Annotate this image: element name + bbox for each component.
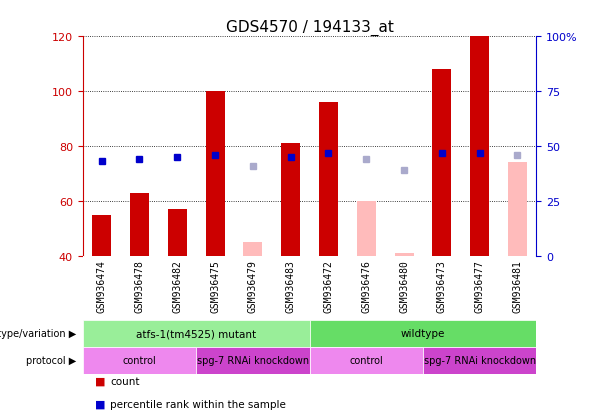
Bar — [205, 92, 224, 256]
Text: GSM936481: GSM936481 — [512, 259, 522, 312]
Text: control: control — [123, 355, 156, 366]
Text: GSM936483: GSM936483 — [286, 259, 295, 312]
Bar — [83, 347, 196, 374]
Bar — [196, 347, 310, 374]
Text: GSM936473: GSM936473 — [437, 259, 447, 312]
Text: percentile rank within the sample: percentile rank within the sample — [110, 399, 286, 408]
Text: protocol ▶: protocol ▶ — [26, 355, 77, 366]
Bar — [281, 144, 300, 256]
Text: genotype/variation ▶: genotype/variation ▶ — [0, 328, 77, 339]
Text: spg-7 RNAi knockdown: spg-7 RNAi knockdown — [197, 355, 309, 366]
Text: GSM936475: GSM936475 — [210, 259, 220, 312]
Text: GSM936476: GSM936476 — [361, 259, 371, 312]
Text: GSM936482: GSM936482 — [172, 259, 182, 312]
Bar — [243, 242, 262, 256]
Bar — [168, 209, 187, 256]
Text: spg-7 RNAi knockdown: spg-7 RNAi knockdown — [424, 355, 536, 366]
Bar — [310, 347, 423, 374]
Text: GSM936479: GSM936479 — [248, 259, 258, 312]
Text: GSM936480: GSM936480 — [399, 259, 409, 312]
Text: GSM936477: GSM936477 — [474, 259, 485, 312]
Bar — [508, 163, 527, 256]
Bar — [310, 320, 536, 347]
Bar — [423, 347, 536, 374]
Bar — [83, 320, 310, 347]
Text: GSM936474: GSM936474 — [97, 259, 107, 312]
Text: control: control — [349, 355, 383, 366]
Bar — [319, 103, 338, 256]
Title: GDS4570 / 194133_at: GDS4570 / 194133_at — [226, 20, 394, 36]
Text: GSM936472: GSM936472 — [324, 259, 333, 312]
Bar — [395, 253, 414, 256]
Text: ■: ■ — [95, 376, 105, 386]
Bar — [470, 37, 489, 256]
Bar — [357, 201, 376, 256]
Bar — [432, 70, 451, 256]
Text: GSM936478: GSM936478 — [134, 259, 145, 312]
Text: ■: ■ — [95, 399, 105, 408]
Text: count: count — [110, 376, 140, 386]
Text: atfs-1(tm4525) mutant: atfs-1(tm4525) mutant — [136, 328, 256, 339]
Bar — [130, 193, 149, 256]
Bar — [92, 215, 111, 256]
Text: wildtype: wildtype — [401, 328, 445, 339]
